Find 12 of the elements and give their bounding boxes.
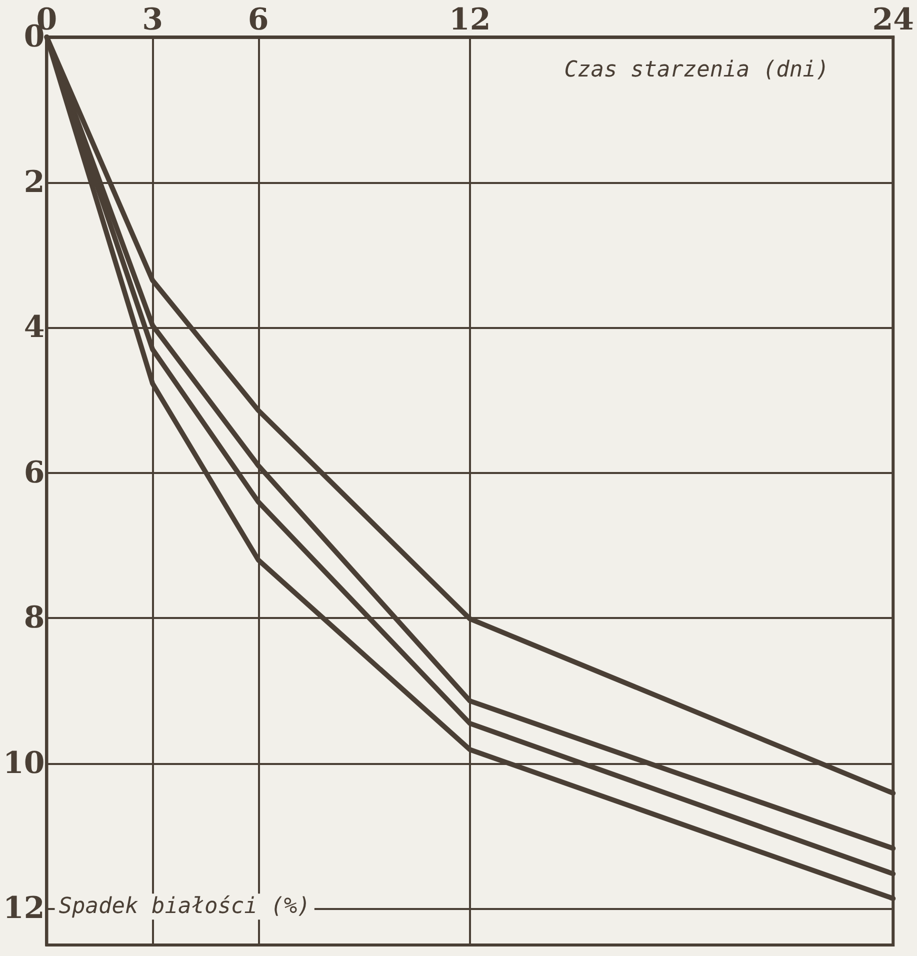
y-tick-label: 10 — [3, 746, 45, 781]
x-tick-label: 3 — [142, 2, 163, 38]
x-axis-title: Czas starzenia (dni) — [564, 58, 830, 82]
y-axis-title: Spadek białości (%) — [58, 894, 310, 920]
y-tick-label: 8 — [24, 600, 45, 636]
x-tick-label: 12 — [449, 2, 491, 38]
x-tick-label: 6 — [248, 2, 269, 38]
x-tick-label: 24 — [872, 2, 914, 38]
y-tick-label: 2 — [24, 164, 45, 200]
y-tick-label: 4 — [24, 310, 45, 346]
y-tick-label: 6 — [24, 455, 45, 490]
y-tick-label: 12 — [3, 891, 45, 926]
